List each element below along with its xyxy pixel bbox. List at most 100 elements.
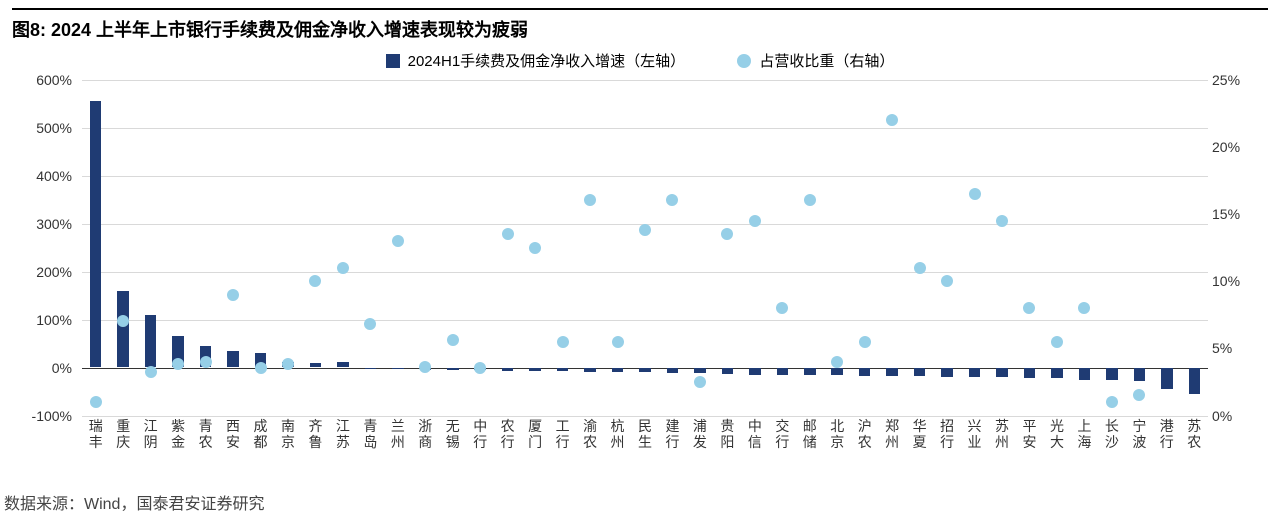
dot — [639, 224, 651, 236]
x-label: 齐鲁 — [306, 418, 324, 450]
x-label: 渝农 — [581, 418, 599, 450]
y-left-tick: 100% — [16, 312, 76, 328]
dot — [337, 262, 349, 274]
dot — [694, 376, 706, 388]
x-label: 贵阳 — [718, 418, 736, 450]
dot — [831, 356, 843, 368]
legend-item-bars: 2024H1手续费及佣金净收入增速（左轴） — [386, 50, 686, 71]
y-axis-left: -100%0%100%200%300%400%500%600% — [16, 80, 76, 416]
chart-title: 图8: 2024 上半年上市银行手续费及佣金净收入增速表现较为疲弱 — [12, 16, 1268, 42]
dot — [227, 289, 239, 301]
dot — [1078, 302, 1090, 314]
x-label: 交行 — [773, 418, 791, 450]
bar — [145, 315, 157, 368]
legend-dot-label: 占营收比重（右轴） — [759, 50, 894, 71]
x-label: 青农 — [197, 418, 215, 450]
bar — [749, 368, 761, 375]
x-label: 中行 — [471, 418, 489, 450]
dot — [557, 336, 569, 348]
bar — [612, 368, 624, 373]
dot — [612, 336, 624, 348]
y-right-tick: 15% — [1208, 206, 1268, 222]
bar — [117, 291, 129, 368]
bar — [502, 368, 514, 372]
y-left-tick: 0% — [16, 360, 76, 376]
dot — [255, 362, 267, 374]
bar — [1024, 368, 1036, 379]
y-left-tick: 300% — [16, 216, 76, 232]
bar — [1189, 368, 1201, 394]
x-label: 建行 — [663, 418, 681, 450]
x-label: 平安 — [1020, 418, 1038, 450]
bar — [1106, 368, 1118, 380]
bar — [941, 368, 953, 378]
x-label: 北京 — [828, 418, 846, 450]
x-label: 沪农 — [856, 418, 874, 450]
dot — [969, 188, 981, 200]
x-label: 浦发 — [691, 418, 709, 450]
x-label: 杭州 — [609, 418, 627, 450]
legend-bar-label: 2024H1手续费及佣金净收入增速（左轴） — [408, 50, 686, 71]
bar — [969, 368, 981, 378]
bar — [447, 368, 459, 371]
y-left-tick: 400% — [16, 168, 76, 184]
x-label: 青岛 — [361, 418, 379, 450]
dot — [1051, 336, 1063, 348]
x-label: 上海 — [1075, 418, 1093, 450]
bar — [777, 368, 789, 375]
y-axis-right: 0%5%10%15%20%25% — [1208, 80, 1268, 416]
x-label: 南京 — [279, 418, 297, 450]
bar — [859, 368, 871, 377]
dot — [117, 315, 129, 327]
x-label: 成都 — [252, 418, 270, 450]
x-label: 宁波 — [1130, 418, 1148, 450]
x-label: 无锡 — [444, 418, 462, 450]
x-label: 中信 — [746, 418, 764, 450]
x-label: 兰州 — [389, 418, 407, 450]
x-label: 光大 — [1048, 418, 1066, 450]
x-label: 长沙 — [1103, 418, 1121, 450]
dot — [529, 242, 541, 254]
x-label: 厦门 — [526, 418, 544, 450]
gridline — [82, 128, 1208, 129]
gridline — [82, 80, 1208, 81]
bar — [886, 368, 898, 377]
bar — [996, 368, 1008, 378]
y-right-tick: 25% — [1208, 72, 1268, 88]
x-label: 郑州 — [883, 418, 901, 450]
bar — [914, 368, 926, 377]
y-left-tick: 200% — [16, 264, 76, 280]
bar — [529, 368, 541, 372]
y-left-tick: 600% — [16, 72, 76, 88]
dot — [666, 194, 678, 206]
legend: 2024H1手续费及佣金净收入增速（左轴） 占营收比重（右轴） — [12, 46, 1268, 74]
dot — [1106, 396, 1118, 408]
bar — [90, 101, 102, 367]
x-label: 苏农 — [1185, 418, 1203, 450]
bar — [804, 368, 816, 376]
source-line: 数据来源：Wind，国泰君安证券研究 — [0, 490, 264, 514]
dot — [419, 361, 431, 373]
x-label: 苏州 — [993, 418, 1011, 450]
dot — [309, 275, 321, 287]
dot — [282, 358, 294, 370]
y-right-tick: 0% — [1208, 408, 1268, 424]
bar — [1134, 368, 1146, 381]
dot — [200, 356, 212, 368]
y-right-tick: 5% — [1208, 340, 1268, 356]
bar — [722, 368, 734, 375]
bar — [831, 368, 843, 376]
x-label: 江阴 — [142, 418, 160, 450]
legend-dot-swatch — [737, 54, 751, 68]
bar — [584, 368, 596, 372]
bar — [227, 351, 239, 368]
x-label: 西安 — [224, 418, 242, 450]
bar — [1161, 368, 1173, 390]
dot — [914, 262, 926, 274]
x-axis: 瑞丰重庆江阴紫金青农西安成都南京齐鲁江苏青岛兰州浙商无锡中行农行厦门工行渝农杭州… — [82, 416, 1208, 464]
y-right-tick: 20% — [1208, 139, 1268, 155]
dot — [859, 336, 871, 348]
dot — [172, 358, 184, 370]
x-label: 华夏 — [911, 418, 929, 450]
bar — [337, 362, 349, 368]
